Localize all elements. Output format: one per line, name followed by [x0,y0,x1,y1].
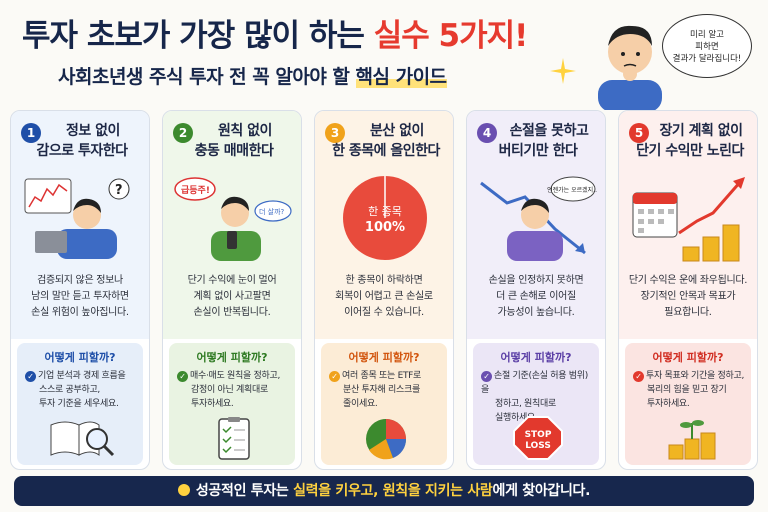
single-stock-pie-illustration: 한 종목 100% [343,176,427,260]
speech-bubble: 미리 알고 피하면 결과가 달라집니다! [662,14,752,78]
card-number: 4 [477,123,497,143]
avoid-section: 어떻게 피할까? ✓ 손절 기준(손실 허용 범위)을 정하고, 원칙대로 실행하… [473,343,599,465]
card-title: 장기 계획 없이 단기 수익만 노린다 [636,123,744,159]
bubble-text: 언젠가는 오르겠지... [547,186,597,194]
avoid-tip: ✓ 손절 기준(손실 허용 범위)을 정하고, 원칙대로 실행하세요. [481,371,588,423]
avoid-section: 어떻게 피할까? ✓ 여러 종목 또는 ETF로 분산 투자해 리스크를 줄이세요… [321,343,447,465]
card-description: 단기 수익에 눈이 멀어 계획 없이 사고팔면 손실이 반복됩니다. [187,275,277,318]
sparkle-icon [550,58,576,84]
holding-loss-illustration: 언젠가는 오르겠지... [480,176,597,261]
avoid-section: 어떻게 피할까? ✓ 기업 분석과 경제 흐름을 스스로 공부하고, 투자 기준을… [17,343,143,465]
avoid-tip: ✓ 투자 목표와 기간을 정하고, 복리의 힘을 믿고 장기 투자하세요. [633,369,747,411]
card-mistake-3: 3 분산 없이 한 종목에 올인한다 한 종목 100% 한 종목이 하락하면 … [314,110,454,470]
check-icon: ✓ [633,371,644,382]
avoid-tip: ✓ 매수·매도 원칙을 정하고, 감정이 아닌 계획대로 투자하세요. [177,369,291,411]
card-description: 한 종목이 하락하면 회복이 어렵고 큰 손실로 이어질 수 있습니다. [335,275,433,318]
avoid-section: 어떻게 피할까? ✓ 매수·매도 원칙을 정하고, 감정이 아닌 계획대로 투자하… [169,343,295,465]
bubble-text: 급등주! [181,185,210,196]
book-magnifier-icon [50,421,115,457]
avoid-tip: ✓ 기업 분석과 경제 흐름을 스스로 공부하고, 투자 기준을 세우세요. [25,369,139,411]
sign-text: STOP [525,430,552,440]
avoid-tip: ✓ 여러 종목 또는 ETF로 분산 투자해 리스크를 줄이세요. [329,369,443,411]
card-number: 3 [325,123,345,143]
impulsive-trader-illustration: 급등주! 더 살까? [174,177,292,261]
card-mistake-4: 4 손절을 못하고 버티기만 한다 언젠가는 오르겠지... 손실을 인정하지 … [466,110,606,470]
avoid-heading: 어떻게 피할까? [652,351,724,364]
stop-loss-sign-icon: STOP LOSS [513,416,563,460]
header: 투자 초보가 가장 많이 하는 실수 5가지! 사회초년생 주식 투자 전 꼭 … [0,0,768,110]
mistake-cards: 1 정보 없이 감으로 투자한다 ? 검증되지 않은 정보나 남의 말만 듣고 … [10,110,758,470]
card-mistake-2: 2 원칙 없이 충동 매매한다 급등주! 더 살까? 단기 수익에 눈이 멀어 … [162,110,302,470]
card-mistake-1: 1 정보 없이 감으로 투자한다 ? 검증되지 않은 정보나 남의 말만 듣고 … [10,110,150,470]
card-number: 1 [21,123,41,143]
check-icon: ✓ [177,371,188,382]
subtitle-highlight: 핵심 가이드 [355,66,447,88]
avoid-heading: 어떻게 피할까? [348,351,420,364]
lightbulb-icon [177,484,190,496]
card-title: 손절을 못하고 버티기만 한다 [498,123,589,159]
card-number: 5 [629,123,649,143]
card-title: 분산 없이 한 종목에 올인한다 [332,123,440,159]
title-main: 투자 초보가 가장 많이 하는 [22,18,374,54]
svg-text:?: ? [115,183,123,198]
footer-banner: 성공적인 투자는 실력을 키우고, 원칙을 지키는 사람에게 찾아갑니다. [14,476,754,506]
card-title: 원칙 없이 충동 매매한다 [194,123,274,159]
diversified-pie-icon [366,419,407,460]
card-description: 손실을 인정하지 못하면 더 큰 손해로 이어질 가능성이 높습니다. [488,275,584,318]
thinking-person-illustration [598,25,662,110]
card-number: 2 [173,123,193,143]
page-subtitle: 사회초년생 주식 투자 전 꼭 알아야 할 핵심 가이드 [58,62,447,89]
avoid-heading: 어떻게 피할까? [196,351,268,364]
page-title: 투자 초보가 가장 많이 하는 실수 5가지! [22,10,529,55]
card-description: 단기 수익은 운에 좌우됩니다. 장기적인 안목과 목표가 필요합니다. [628,275,748,318]
check-icon: ✓ [329,371,340,382]
subtitle-main: 사회초년생 주식 투자 전 꼭 알아야 할 [58,66,356,88]
check-icon: ✓ [481,371,492,382]
card-title: 정보 없이 감으로 투자한다 [36,123,128,159]
confused-investor-illustration: ? [24,178,130,259]
check-icon: ✓ [25,371,36,382]
bubble-text: 더 살까? [259,207,285,216]
avoid-heading: 어떻게 피할까? [500,351,572,364]
card-mistake-5: 5 장기 계획 없이 단기 수익만 노린다 단기 수익은 운에 좌우됩니다. 장… [618,110,758,470]
pie-value: 100% [365,220,405,235]
avoid-section: 어떻게 피할까? ✓ 투자 목표와 기간을 정하고, 복리의 힘을 믿고 장기 투… [625,343,751,465]
sign-text: LOSS [525,441,551,451]
avoid-heading: 어떻게 피할까? [44,351,116,364]
title-accent: 실수 5가지! [373,18,529,54]
card-description: 검증되지 않은 정보나 남의 말만 듣고 투자하면 손실 위험이 높아집니다. [31,275,129,318]
calendar-coins-illustration [632,177,745,262]
growing-coins-icon [668,420,716,460]
clipboard-checklist-icon [218,417,250,460]
pie-label: 한 종목 [368,205,402,218]
